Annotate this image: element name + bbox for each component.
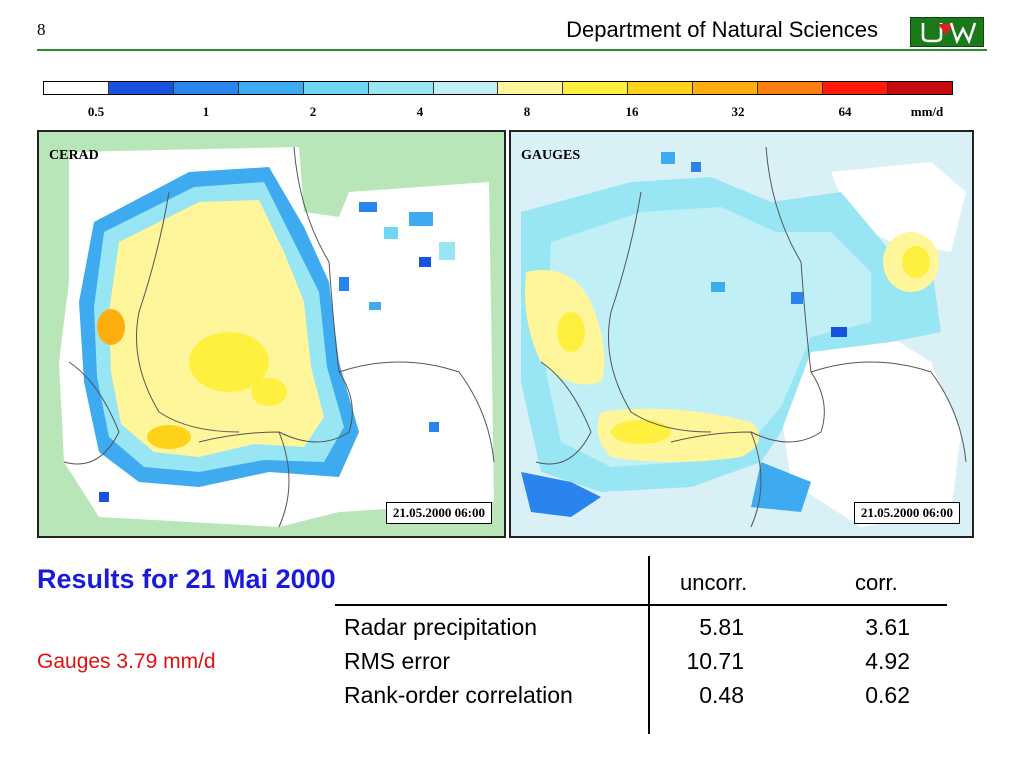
gauges-map-label: GAUGES bbox=[521, 148, 581, 163]
scale-label: 2 bbox=[309, 104, 317, 119]
color-swatch bbox=[887, 82, 952, 94]
color-swatch bbox=[238, 82, 304, 94]
scale-label: 32 bbox=[731, 104, 745, 119]
cell-rank-uncorr: 0.48 bbox=[699, 682, 744, 708]
row-label-rank-order: Rank-order correlation bbox=[344, 682, 573, 708]
department-title: Department of Natural Sciences bbox=[566, 17, 878, 42]
cell-radar-uncorr: 5.81 bbox=[699, 614, 744, 640]
color-swatch bbox=[693, 82, 759, 94]
color-swatch bbox=[563, 82, 629, 94]
cell-radar-corr: 3.61 bbox=[865, 614, 910, 640]
scale-label: 64 bbox=[838, 104, 852, 119]
cerad-radar-map: CERAD 21.05.2000 06:00 bbox=[37, 130, 506, 538]
color-swatch bbox=[433, 82, 499, 94]
scale-unit: mm/d bbox=[910, 104, 944, 119]
results-title: Results for 21 Mai 2000 bbox=[37, 564, 336, 594]
color-swatch bbox=[173, 82, 239, 94]
color-scale-labels: 0.5 1 2 4 8 16 32 64 mm/d bbox=[0, 104, 1024, 124]
cell-rank-corr: 0.62 bbox=[865, 682, 910, 708]
scale-label: 4 bbox=[416, 104, 424, 119]
scale-label: 8 bbox=[523, 104, 531, 119]
column-header-corr: corr. bbox=[855, 570, 898, 595]
gauges-precip-map: GAUGES 21.05.2000 06:00 bbox=[509, 130, 974, 538]
cell-rms-uncorr: 10.71 bbox=[686, 648, 744, 674]
color-swatch bbox=[303, 82, 369, 94]
column-header-uncorr: uncorr. bbox=[680, 570, 748, 595]
gauges-timestamp: 21.05.2000 06:00 bbox=[853, 502, 960, 524]
cerad-map-label: CERAD bbox=[49, 148, 99, 163]
gauges-note: Gauges 3.79 mm/d bbox=[37, 650, 216, 673]
table-column-rule bbox=[648, 556, 650, 734]
university-logo bbox=[910, 17, 984, 47]
color-swatch bbox=[368, 82, 434, 94]
precipitation-color-scale bbox=[43, 81, 953, 95]
color-swatch bbox=[823, 82, 888, 94]
header-divider bbox=[37, 49, 987, 51]
scale-label: 0.5 bbox=[87, 104, 105, 119]
row-label-radar-precip: Radar precipitation bbox=[344, 614, 538, 640]
color-swatch bbox=[44, 82, 109, 94]
cell-rms-corr: 4.92 bbox=[865, 648, 910, 674]
color-swatch bbox=[758, 82, 824, 94]
color-swatch bbox=[498, 82, 564, 94]
row-label-rms-error: RMS error bbox=[344, 648, 451, 674]
color-swatch bbox=[108, 82, 174, 94]
table-header-rule bbox=[335, 604, 947, 606]
scale-label: 16 bbox=[625, 104, 639, 119]
scale-label: 1 bbox=[202, 104, 210, 119]
cerad-timestamp: 21.05.2000 06:00 bbox=[385, 502, 492, 524]
color-swatch bbox=[628, 82, 694, 94]
slide-number: 8 bbox=[37, 20, 46, 39]
